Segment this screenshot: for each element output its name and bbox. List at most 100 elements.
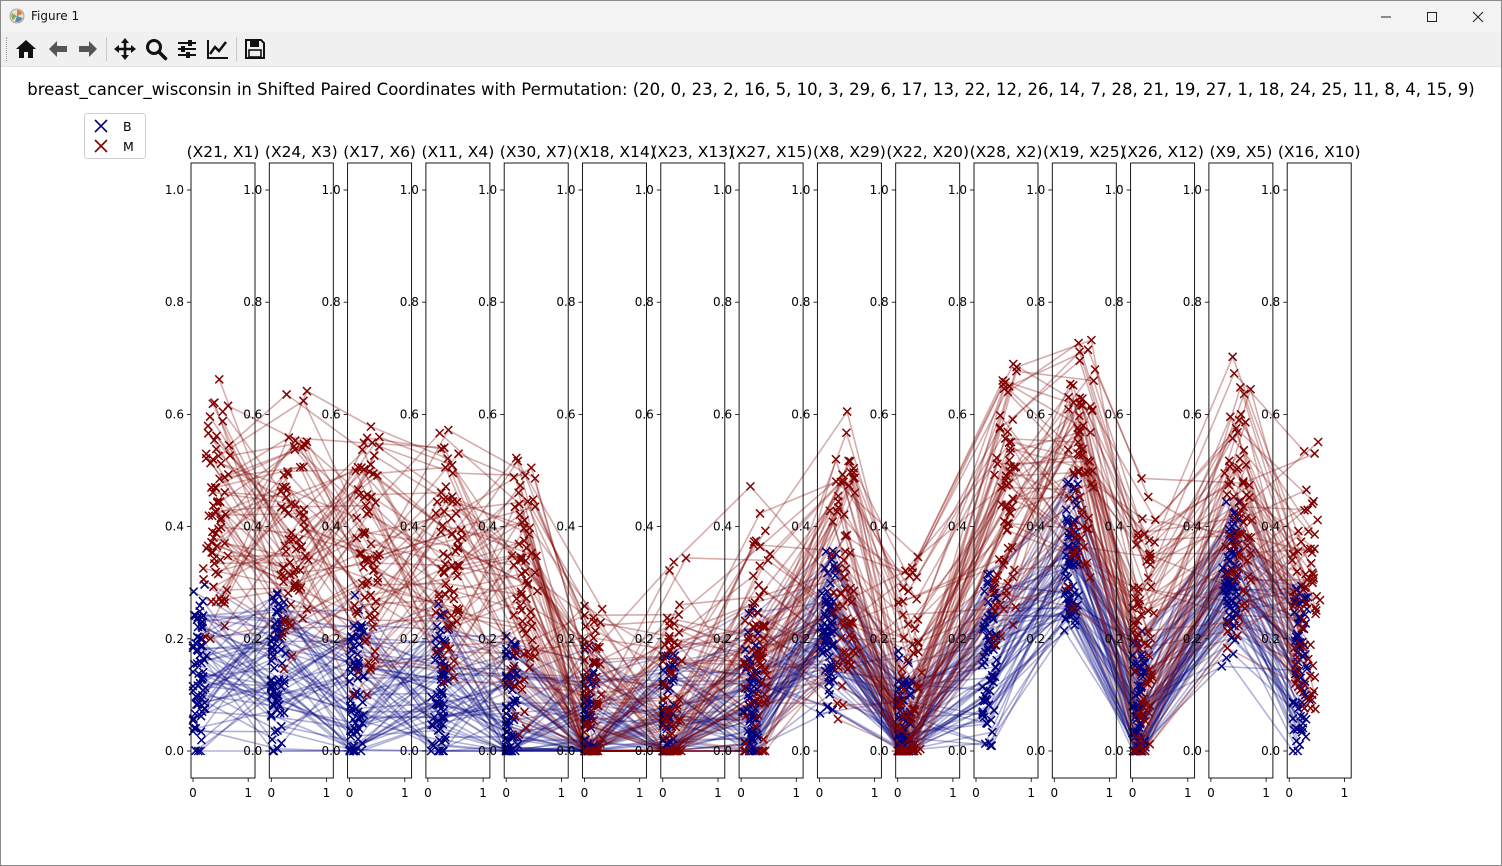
case-marker bbox=[1009, 462, 1019, 472]
case-marker bbox=[579, 737, 590, 747]
case-marker bbox=[990, 607, 1000, 617]
case-marker bbox=[368, 622, 378, 632]
case-marker bbox=[291, 544, 301, 554]
pan-button[interactable] bbox=[111, 35, 139, 63]
close-button[interactable] bbox=[1455, 1, 1501, 32]
case-marker bbox=[1133, 681, 1143, 691]
case-marker bbox=[451, 508, 461, 519]
case-marker bbox=[1234, 462, 1244, 473]
case-marker bbox=[983, 576, 993, 587]
case-marker bbox=[1130, 667, 1140, 677]
case-marker bbox=[209, 558, 219, 568]
subplot-frame bbox=[582, 162, 647, 779]
case-marker bbox=[1079, 542, 1089, 552]
case-marker bbox=[1307, 548, 1317, 558]
case-marker bbox=[449, 672, 459, 682]
case-marker bbox=[666, 666, 676, 676]
case-marker bbox=[526, 614, 536, 624]
case-marker bbox=[1305, 703, 1316, 713]
case-marker bbox=[520, 471, 530, 481]
case-marker bbox=[510, 711, 520, 721]
case-marker bbox=[514, 488, 524, 498]
case-marker bbox=[449, 587, 459, 597]
subplot-frame bbox=[268, 162, 334, 779]
subplot-frame bbox=[1286, 162, 1352, 779]
zoom-button[interactable] bbox=[142, 35, 170, 63]
y-tick-label: 0.6 bbox=[1261, 407, 1280, 421]
case-marker bbox=[739, 737, 749, 747]
case-marker bbox=[347, 632, 357, 642]
case-marker bbox=[352, 513, 362, 523]
plot-area[interactable]: (X21, X1) 0 1 0.0 0.2 0.4 0.6 0.8 1.0 (X24, X3) 0 1… bbox=[1, 67, 1501, 865]
case-marker bbox=[362, 433, 372, 443]
forward-button[interactable] bbox=[74, 35, 102, 63]
legend-marker-m bbox=[94, 139, 108, 153]
case-marker bbox=[1129, 746, 1139, 756]
case-marker bbox=[989, 470, 1000, 480]
case-marker bbox=[820, 609, 830, 619]
case-marker bbox=[434, 631, 445, 641]
home-button[interactable] bbox=[12, 35, 40, 63]
case-marker bbox=[845, 456, 855, 466]
case-marker bbox=[432, 646, 442, 656]
case-marker bbox=[366, 590, 376, 600]
case-marker bbox=[579, 640, 590, 650]
case-marker bbox=[1132, 639, 1142, 649]
case-marker bbox=[266, 675, 276, 685]
toolbar-grip[interactable] bbox=[6, 37, 10, 61]
case-marker bbox=[453, 535, 463, 545]
case-marker bbox=[1140, 678, 1150, 688]
case-marker bbox=[509, 560, 519, 570]
case-marker bbox=[1303, 544, 1313, 554]
case-marker bbox=[195, 601, 205, 611]
case-marker bbox=[1238, 502, 1249, 512]
case-marker bbox=[439, 494, 449, 504]
y-tick-label: 1.0 bbox=[1261, 183, 1280, 197]
case-marker bbox=[366, 539, 376, 549]
case-marker bbox=[281, 649, 291, 659]
case-marker bbox=[220, 538, 230, 548]
case-marker bbox=[279, 708, 289, 718]
case-marker bbox=[896, 725, 907, 736]
case-marker bbox=[281, 482, 291, 492]
y-tick-label: 0.4 bbox=[870, 520, 889, 534]
case-marker bbox=[745, 481, 755, 491]
case-marker bbox=[278, 482, 288, 492]
case-marker bbox=[1083, 467, 1093, 477]
case-marker bbox=[1008, 572, 1018, 582]
case-marker bbox=[904, 733, 914, 743]
case-marker bbox=[827, 660, 837, 670]
configure-subplots-button[interactable] bbox=[173, 35, 201, 63]
y-tick-label: 1.0 bbox=[1026, 183, 1045, 197]
case-marker bbox=[1146, 633, 1156, 644]
save-button[interactable] bbox=[241, 35, 269, 63]
title-bar[interactable]: Figure 1 bbox=[1, 1, 1501, 32]
y-tick-label: 1.0 bbox=[556, 183, 575, 197]
y-tick-label: 0.6 bbox=[791, 407, 810, 421]
case-marker bbox=[1083, 524, 1093, 534]
case-marker bbox=[664, 634, 674, 644]
case-marker bbox=[579, 655, 590, 665]
case-marker bbox=[667, 728, 677, 739]
case-marker bbox=[1225, 412, 1235, 422]
back-button[interactable] bbox=[44, 35, 72, 63]
case-marker bbox=[1063, 518, 1073, 528]
y-tick-label: 0.6 bbox=[1105, 407, 1124, 421]
case-marker bbox=[579, 735, 590, 745]
case-marker bbox=[739, 659, 749, 669]
maximize-button[interactable] bbox=[1409, 1, 1455, 32]
case-marker bbox=[223, 551, 233, 561]
case-marker bbox=[272, 590, 282, 600]
case-marker bbox=[530, 502, 540, 512]
case-marker bbox=[748, 742, 759, 752]
case-marker bbox=[1240, 417, 1251, 427]
case-marker bbox=[581, 746, 591, 756]
case-marker bbox=[191, 638, 201, 648]
case-marker bbox=[1244, 480, 1254, 490]
edit-axis-button[interactable] bbox=[204, 35, 232, 63]
minimize-button[interactable] bbox=[1363, 1, 1409, 32]
case-marker bbox=[983, 579, 993, 589]
y-tick-label: 0.2 bbox=[1026, 632, 1045, 646]
case-marker bbox=[664, 565, 675, 575]
case-marker bbox=[457, 532, 467, 543]
